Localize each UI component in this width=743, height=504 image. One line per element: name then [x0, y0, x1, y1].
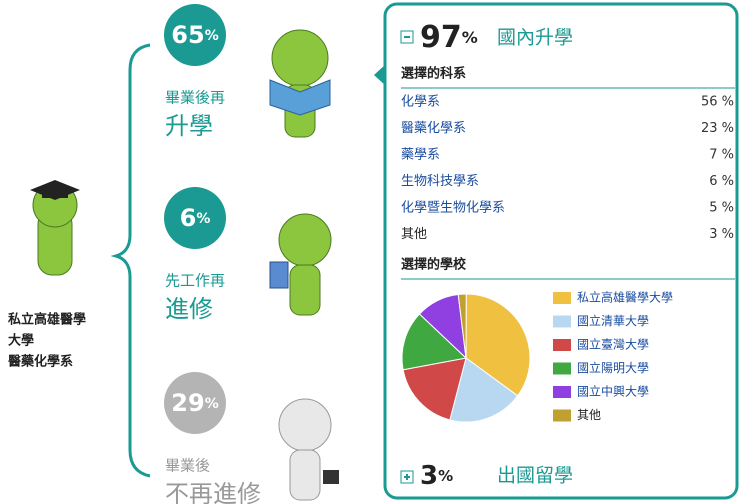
legend-swatch	[553, 339, 571, 351]
unit: %	[205, 396, 219, 412]
brace	[110, 43, 151, 478]
legend-label: 國立臺灣大學	[577, 337, 649, 352]
path-label: 畢業後	[165, 457, 210, 475]
legend-swatch	[553, 292, 571, 304]
department-share: 6 %	[709, 174, 734, 189]
department-name[interactable]: 生物科技學系	[401, 174, 479, 189]
number: 29	[171, 389, 204, 417]
path-percent: 65%	[171, 21, 218, 49]
pie-slice	[465, 293, 531, 397]
legend-label: 國立清華大學	[577, 313, 649, 328]
department-share: 56 %	[701, 95, 734, 110]
path-label-main: 進修	[165, 295, 213, 323]
percent-circle	[164, 4, 226, 66]
path-label: 畢業後再	[165, 89, 225, 107]
department-name[interactable]: 醫藥化學系	[401, 121, 466, 136]
domestic-title: 國內升學	[497, 27, 573, 49]
legend-label: 國立陽明大學	[577, 360, 649, 375]
pie-slice	[449, 357, 519, 423]
number: 6	[180, 204, 197, 232]
legend-swatch	[553, 386, 571, 398]
department-share: 7 %	[709, 148, 734, 163]
school-name: 私立高雄醫學	[8, 312, 86, 328]
abroad-percent: 3%	[420, 461, 453, 491]
section-title: 選擇的學校	[401, 257, 467, 273]
path-label-main: 升學	[165, 112, 213, 140]
pie-slice	[401, 313, 468, 371]
working-figure	[269, 213, 332, 316]
unit: %	[196, 211, 210, 227]
reading-figure	[269, 29, 331, 138]
department-share: 5 %	[709, 201, 734, 216]
unit: %	[438, 467, 453, 485]
path-percent: 29%	[171, 389, 218, 417]
percent-circle	[164, 372, 226, 434]
department-name[interactable]: 化學暨生物化學系	[401, 201, 505, 216]
legend-swatch	[553, 362, 571, 375]
section-title: 選擇的科系	[401, 66, 466, 82]
legend-swatch	[553, 315, 571, 328]
plus-icon	[404, 474, 410, 480]
pie-slice	[457, 293, 467, 359]
path-label: 先工作再	[165, 272, 225, 290]
idle-figure	[278, 398, 339, 501]
number: 97	[420, 20, 462, 55]
domestic-percent: 97%	[420, 20, 478, 55]
school-name: 大學	[8, 333, 34, 349]
panel-pointer	[374, 64, 386, 86]
graduate-figure	[30, 180, 80, 276]
department-share: 23 %	[701, 121, 734, 136]
legend-label: 國立中興大學	[577, 384, 649, 399]
legend-label: 私立高雄醫學大學	[577, 290, 673, 305]
department-name[interactable]: 藥學系	[401, 148, 440, 163]
legend-swatch	[553, 409, 571, 422]
unit: %	[205, 28, 219, 44]
path-percent: 6%	[180, 204, 211, 232]
school-name: 醫藥化學系	[8, 354, 73, 370]
abroad-title[interactable]: 出國留學	[497, 465, 573, 487]
department-name[interactable]: 化學系	[401, 95, 440, 110]
unit: %	[462, 28, 478, 47]
department-name: 其他	[401, 227, 427, 242]
pie-slice	[402, 357, 467, 421]
number: 65	[171, 21, 204, 49]
legend-label: 其他	[577, 408, 601, 422]
number: 3	[420, 461, 438, 491]
percent-circle	[164, 187, 226, 249]
department-share: 3 %	[709, 227, 734, 242]
path-label-main: 不再進修	[165, 480, 261, 504]
